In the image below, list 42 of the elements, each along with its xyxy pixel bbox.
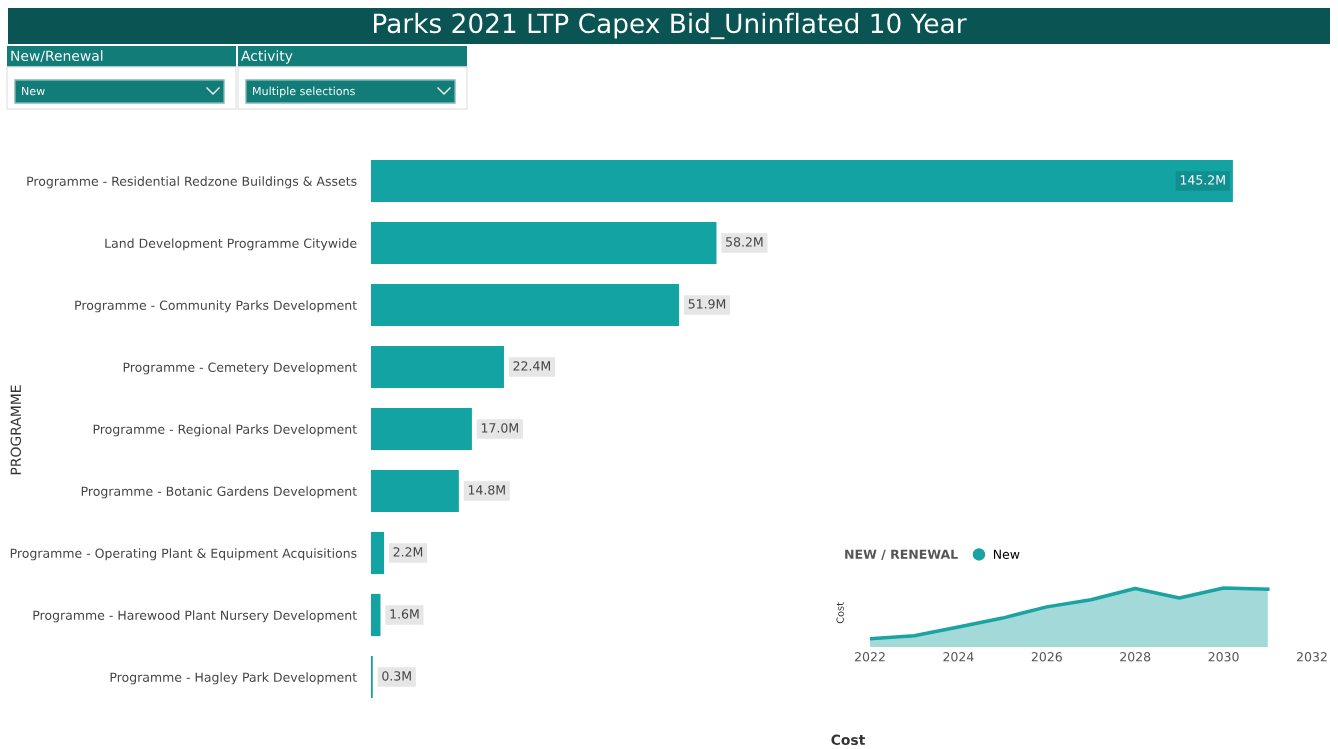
- y-tick-label: Programme - Botanic Gardens Development: [81, 486, 357, 499]
- y-tick-label: Programme - Hagley Park Development: [110, 672, 357, 685]
- y-tick-label: Land Development Programme Citywide: [105, 238, 357, 251]
- data-label: 22.4M: [513, 361, 550, 371]
- x-tick-label: 2032: [1297, 652, 1327, 662]
- y-tick-label: Programme - Community Parks Development: [75, 300, 357, 313]
- y-axis-title: PROGRAMME: [10, 385, 22, 475]
- y-axis-title: Cost: [836, 602, 844, 624]
- legend-label: New: [993, 549, 1020, 559]
- data-label: 2.2M: [393, 547, 423, 557]
- data-label: 14.8M: [468, 485, 505, 495]
- bar: [371, 283, 680, 327]
- y-tick-label: Programme - Operating Plant & Equipment Acquisitions: [10, 548, 357, 561]
- x-tick-label: 2026: [1031, 652, 1062, 662]
- x-tick-label: 2022: [855, 652, 885, 662]
- bar: [371, 345, 504, 389]
- data-label: 0.3M: [382, 671, 411, 681]
- bar: [371, 407, 472, 451]
- bar: [371, 159, 1233, 203]
- text: Multiple selections: [253, 86, 355, 98]
- bar: [371, 531, 385, 575]
- text: Activity: [241, 50, 293, 64]
- text: New/Renewal: [11, 50, 103, 63]
- bar: [371, 221, 717, 265]
- y-tick-label: Programme - Regional Parks Development: [93, 424, 357, 437]
- text: Parks 2021 LTP Capex Bid_Uninflated 10 Year: [374, 12, 967, 40]
- y-tick-label: Programme - Residential Redzone Buildings & Assets: [27, 176, 357, 189]
- bar: [371, 469, 459, 513]
- data-label: 1.6M: [390, 609, 419, 619]
- text: New: [22, 86, 45, 96]
- y-tick-label: Programme - Harewood Plant Nursery Development: [33, 610, 357, 623]
- data-label: 17.0M: [481, 423, 518, 433]
- data-label: 145.2M: [1180, 175, 1225, 185]
- x-axis-title: Cost: [831, 734, 865, 746]
- bar: [371, 593, 381, 637]
- x-tick-label: 2030: [1208, 652, 1239, 662]
- x-tick-label: 2028: [1120, 652, 1151, 662]
- y-tick-label: Programme - Cemetery Development: [123, 362, 357, 375]
- legend-title: NEW / RENEWAL: [845, 549, 958, 560]
- data-label: 51.9M: [688, 299, 726, 309]
- x-tick-label: 2024: [943, 652, 974, 662]
- data-label: 58.2M: [726, 237, 763, 247]
